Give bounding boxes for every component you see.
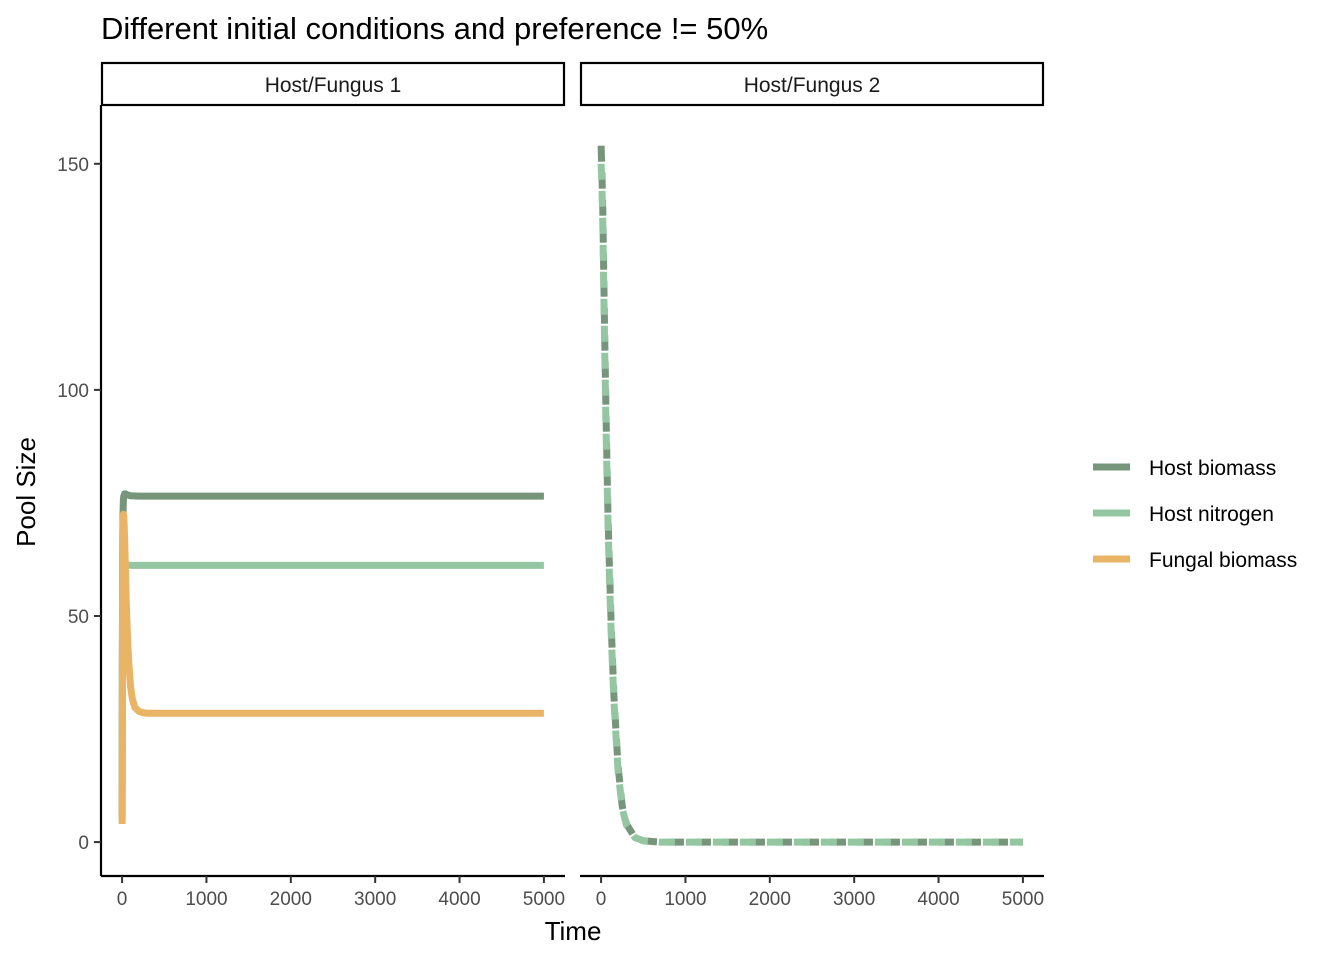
x-tick-label: 1000	[664, 889, 706, 910]
x-tick-label: 4000	[917, 889, 959, 910]
legend-item: Host nitrogen	[1093, 503, 1274, 526]
series-line-host-biomass	[118, 490, 544, 820]
y-tick-label: 100	[57, 381, 89, 402]
x-tick-label: 2000	[270, 889, 312, 910]
legend-item: Fungal biomass	[1093, 549, 1297, 572]
series-line-host-nitrogen	[597, 163, 1023, 846]
x-tick-label: 4000	[438, 889, 480, 910]
y-tick-label: 150	[57, 155, 89, 176]
series-group	[597, 145, 1023, 846]
x-tick-label: 3000	[833, 889, 875, 910]
strip-label: Host/Fungus 2	[744, 74, 881, 97]
x-tick-label: 0	[117, 889, 128, 910]
panel-2: Host/Fungus 2 0 1000 2000 3000 4000 5000	[579, 61, 1045, 910]
legend-label: Host nitrogen	[1149, 503, 1274, 526]
series-line-fungal-biomass	[118, 510, 544, 825]
x-tick-label: 5000	[1002, 889, 1044, 910]
x-tick-label: 2000	[749, 889, 791, 910]
chart-title: Different initial conditions and prefere…	[101, 11, 768, 46]
strip-label: Host/Fungus 1	[265, 74, 402, 97]
panels: Host/Fungus 10 1000 2000 3000 4000 5000050100…	[57, 61, 1045, 910]
y-tick-label: 0	[78, 833, 89, 854]
strip-box	[579, 61, 1045, 107]
panel-1: Host/Fungus 1 0 1000 2000 3000 4000 5000 0 50 100…	[57, 61, 566, 910]
y-axis-title: Pool Size	[11, 437, 41, 547]
legend: Host biomass Host nitrogen Fungal biomass	[1093, 457, 1297, 572]
series-line-host-nitrogen	[118, 561, 544, 784]
x-tick-label: 5000	[523, 889, 565, 910]
x-axis-title: Time	[545, 916, 602, 946]
x-tick-label: 3000	[354, 889, 396, 910]
x-tick-label: 0	[596, 889, 607, 910]
series-group	[118, 490, 544, 825]
y-tick-label: 50	[68, 607, 89, 628]
series-line-host-biomass	[597, 145, 1023, 846]
legend-label: Host biomass	[1149, 457, 1276, 480]
legend-item: Host biomass	[1093, 457, 1276, 480]
strip-box	[100, 61, 566, 107]
x-tick-label: 1000	[185, 889, 227, 910]
legend-label: Fungal biomass	[1149, 549, 1297, 572]
